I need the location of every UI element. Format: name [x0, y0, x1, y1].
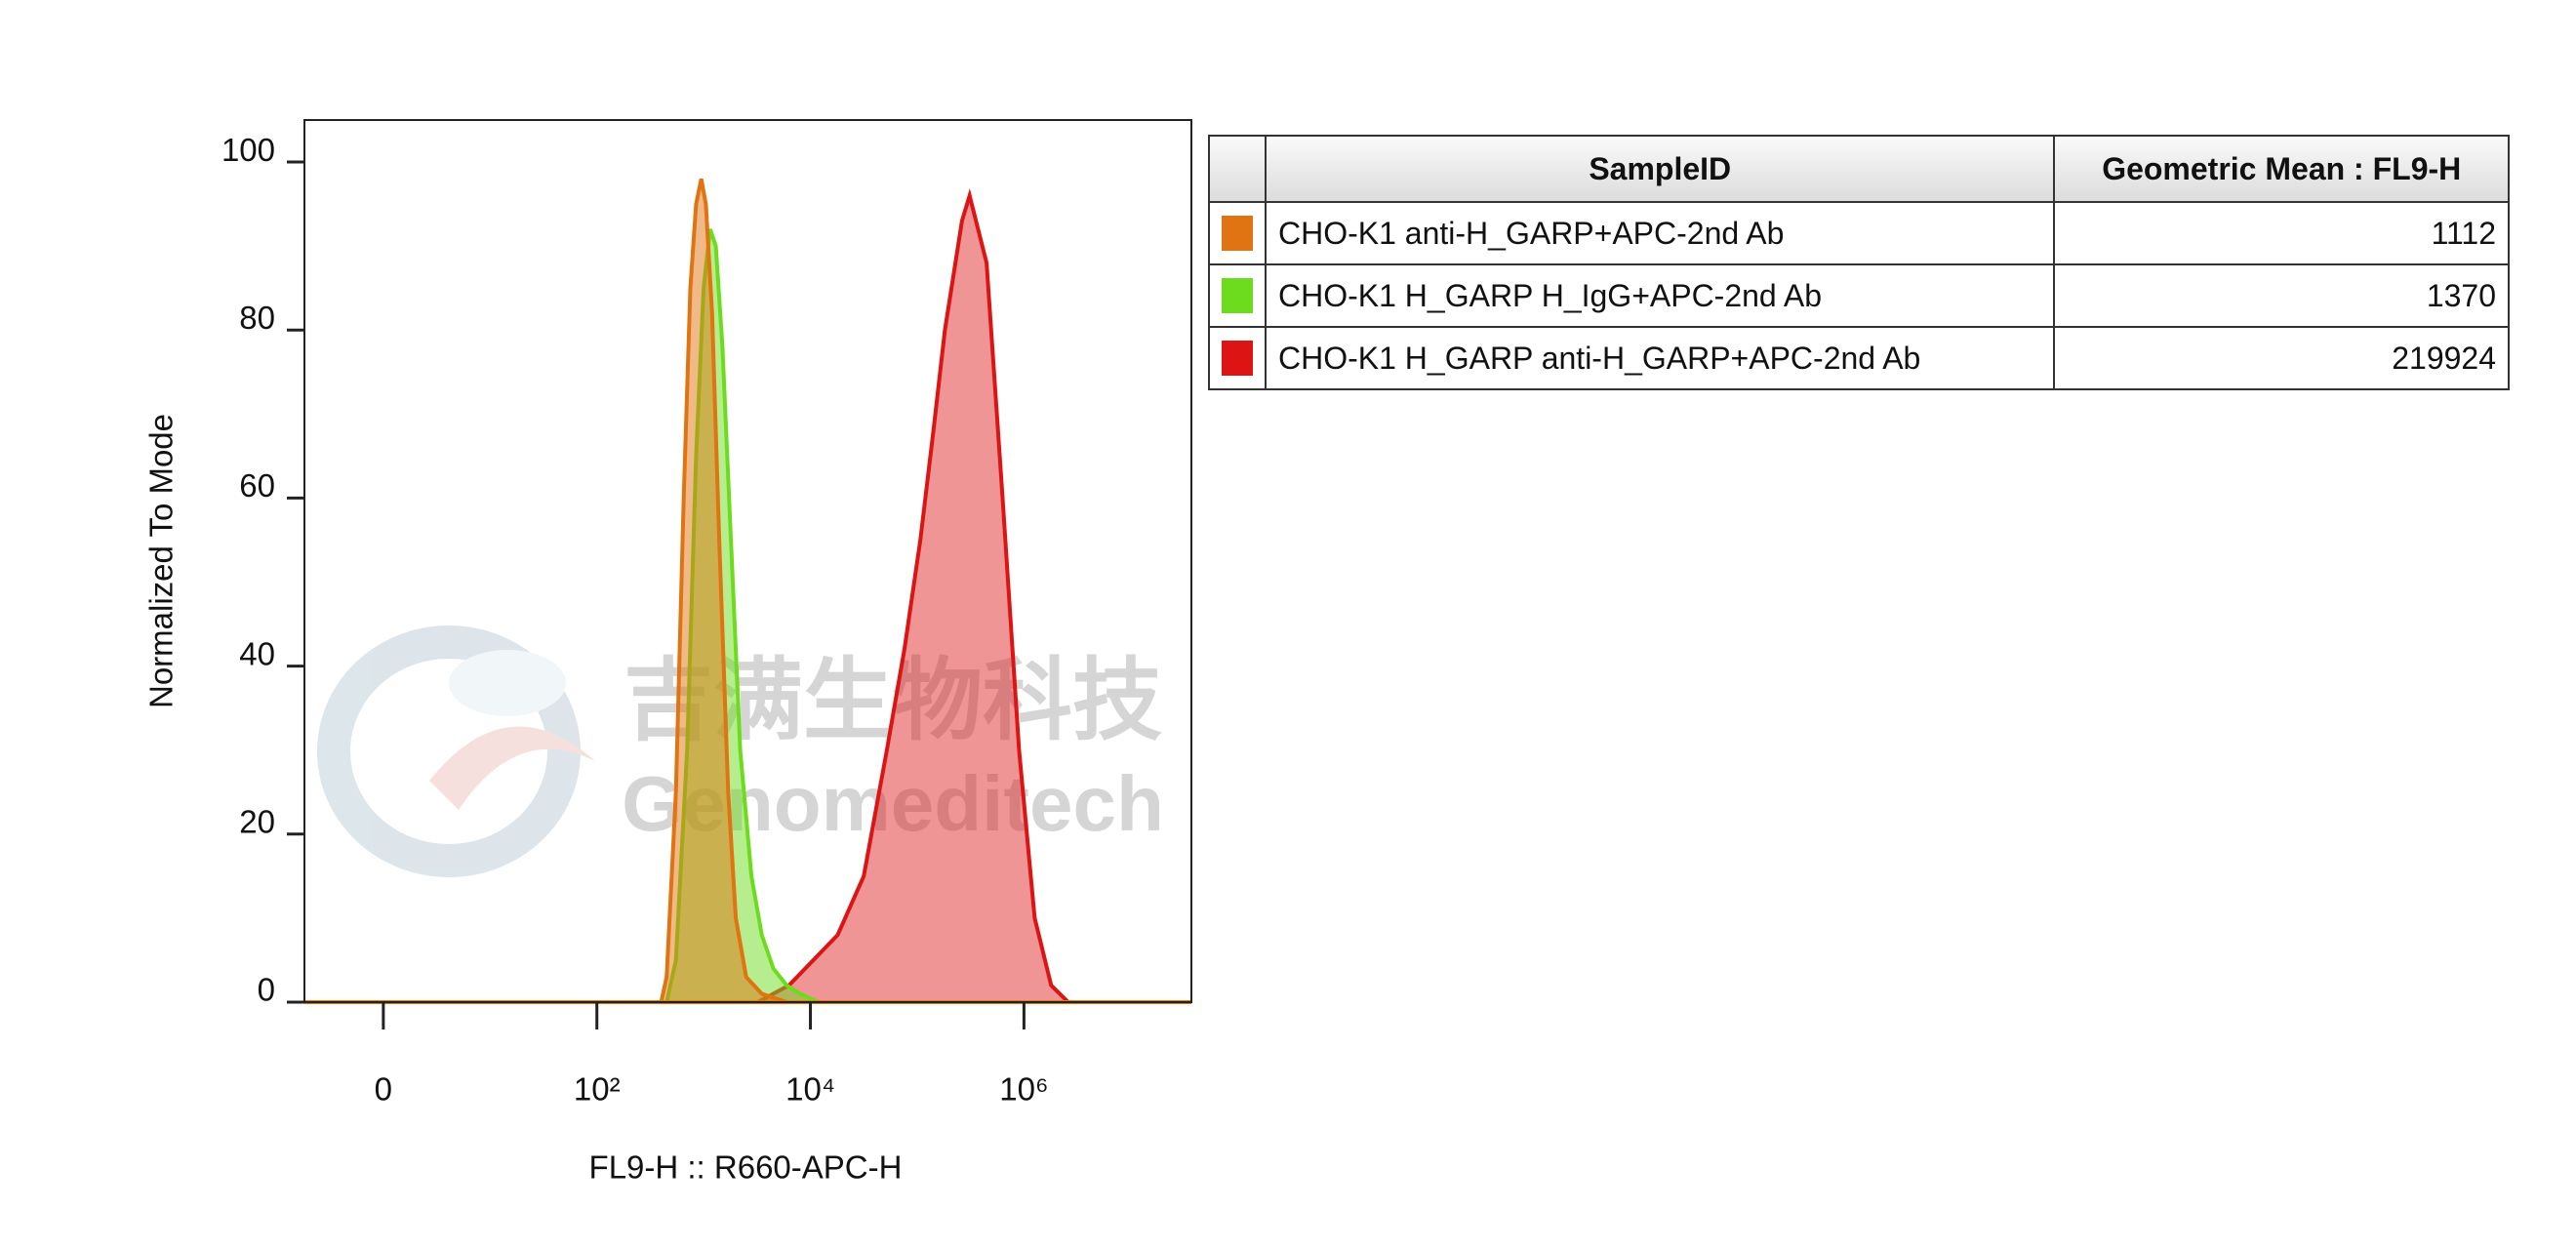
sample-id: CHO-K1 H_GARP anti-H_GARP+APC-2nd Ab — [1264, 326, 2056, 390]
watermark-logo — [317, 625, 595, 877]
legend-swatch — [1222, 341, 1253, 376]
y-tick-label: 100 — [221, 132, 275, 168]
geo-mean: 219924 — [2053, 326, 2510, 390]
x-tick-label: 10² — [574, 1071, 621, 1108]
table-row: CHO-K1 H_GARP anti-H_GARP+APC-2nd Ab 2199… — [1208, 326, 2510, 390]
y-tick-label: 40 — [239, 635, 275, 671]
swatch-cell — [1208, 201, 1267, 265]
table-row: CHO-K1 anti-H_GARP+APC-2nd Ab 1112 — [1208, 201, 2510, 265]
x-tick-label: 10⁴ — [785, 1071, 835, 1108]
swatch-cell — [1208, 326, 1267, 390]
y-tick-label: 0 — [258, 972, 275, 1008]
geo-mean: 1370 — [2053, 263, 2510, 328]
header-cell: SampleID — [1264, 135, 2056, 203]
histogram-curve — [304, 228, 1191, 1004]
legend-table: SampleID Geometric Mean : FL9-H CHO-K1 a… — [1208, 135, 2510, 390]
sample-id: CHO-K1 anti-H_GARP+APC-2nd Ab — [1264, 201, 2056, 265]
swatch-cell — [1208, 263, 1267, 328]
legend-swatch — [1222, 278, 1253, 313]
header-swatch — [1208, 135, 1267, 203]
histogram-curve — [304, 188, 1191, 1004]
y-axis-title: Normalized To Mode — [143, 414, 180, 708]
sample-id: CHO-K1 H_GARP H_IgG+APC-2nd Ab — [1264, 263, 2056, 328]
table-row: CHO-K1 H_GARP H_IgG+APC-2nd Ab 1370 — [1208, 263, 2510, 328]
plot-frame — [303, 119, 1192, 1003]
header-cell: Geometric Mean : FL9-H — [2053, 135, 2510, 203]
y-tick-label: 80 — [239, 300, 275, 336]
x-tick-label: 10⁶ — [999, 1071, 1048, 1108]
y-tick-label: 60 — [239, 467, 275, 504]
legend-swatch — [1222, 216, 1253, 251]
geo-mean: 1112 — [2053, 201, 2510, 265]
histogram-curve — [304, 178, 1191, 1004]
x-tick-label: 0 — [375, 1071, 392, 1108]
x-axis-title: FL9-H :: R660-APC-H — [589, 1149, 903, 1186]
y-tick-label: 20 — [239, 804, 275, 840]
table-header: SampleID Geometric Mean : FL9-H — [1208, 135, 2510, 203]
